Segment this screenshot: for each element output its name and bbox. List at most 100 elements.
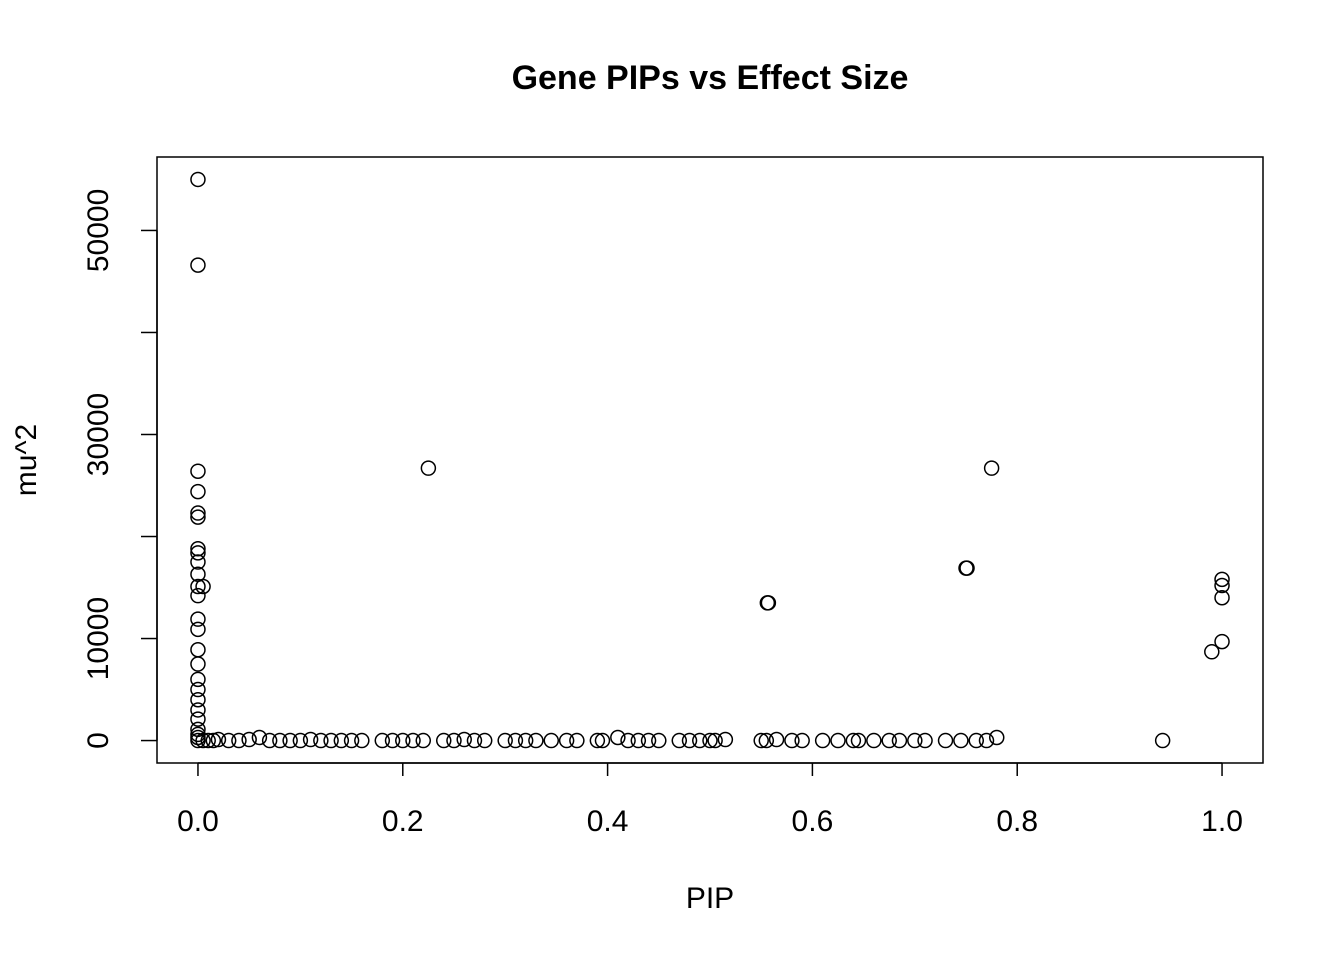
point bbox=[190, 656, 206, 672]
point bbox=[190, 691, 206, 708]
point bbox=[1214, 633, 1230, 650]
point bbox=[850, 732, 867, 749]
point bbox=[768, 731, 785, 748]
point bbox=[968, 732, 985, 749]
point bbox=[456, 731, 472, 748]
point bbox=[983, 460, 1000, 476]
point bbox=[220, 732, 237, 749]
point bbox=[282, 732, 298, 749]
point bbox=[507, 732, 524, 749]
point bbox=[195, 578, 211, 595]
point bbox=[195, 732, 211, 749]
point bbox=[476, 732, 493, 749]
point bbox=[384, 732, 401, 749]
point bbox=[907, 732, 923, 749]
point bbox=[190, 642, 206, 658]
x-tick-label: 0.4 bbox=[587, 805, 629, 838]
point bbox=[978, 732, 995, 749]
point bbox=[190, 545, 206, 561]
x-tick-label: 0.2 bbox=[382, 805, 424, 838]
point bbox=[190, 171, 206, 188]
point bbox=[630, 732, 647, 749]
y-axis-label: mu^2 bbox=[10, 424, 43, 496]
point bbox=[190, 729, 206, 746]
point bbox=[594, 732, 611, 749]
x-tick-label: 1.0 bbox=[1201, 805, 1243, 838]
point bbox=[814, 732, 831, 749]
point bbox=[261, 732, 278, 749]
point bbox=[845, 732, 862, 749]
chart-title: Gene PIPs vs Effect Size bbox=[512, 59, 909, 97]
y-tick-label: 50000 bbox=[82, 189, 115, 272]
point bbox=[558, 732, 575, 749]
point bbox=[758, 732, 775, 749]
point bbox=[891, 732, 908, 749]
point bbox=[405, 732, 421, 749]
point bbox=[343, 732, 360, 749]
point bbox=[241, 731, 257, 748]
point bbox=[190, 505, 206, 521]
point bbox=[528, 732, 544, 749]
point bbox=[937, 732, 954, 749]
point bbox=[760, 595, 777, 611]
y-tick-label: 30000 bbox=[82, 393, 115, 476]
point bbox=[1214, 571, 1230, 588]
point bbox=[190, 732, 206, 749]
point bbox=[190, 463, 206, 479]
point bbox=[313, 732, 329, 749]
point bbox=[1154, 732, 1171, 749]
point bbox=[830, 732, 846, 749]
point bbox=[272, 732, 288, 749]
x-tick-label: 0.6 bbox=[792, 805, 834, 838]
point bbox=[589, 732, 606, 749]
point bbox=[794, 732, 810, 749]
point bbox=[190, 681, 206, 698]
point bbox=[543, 732, 560, 749]
x-tick-label: 0.0 bbox=[177, 805, 219, 838]
point bbox=[671, 732, 688, 749]
point bbox=[323, 732, 339, 749]
point bbox=[569, 732, 585, 749]
point bbox=[988, 729, 1005, 746]
point bbox=[395, 732, 411, 749]
x-tick-label: 0.8 bbox=[996, 805, 1038, 838]
point bbox=[190, 509, 206, 525]
point bbox=[190, 702, 206, 718]
point bbox=[333, 732, 350, 749]
point bbox=[251, 729, 268, 746]
point bbox=[640, 732, 657, 749]
point bbox=[517, 732, 534, 749]
point bbox=[1204, 644, 1220, 660]
point bbox=[210, 731, 227, 748]
point bbox=[374, 732, 391, 749]
point bbox=[190, 621, 206, 638]
point bbox=[784, 732, 800, 749]
point bbox=[190, 554, 206, 570]
point bbox=[692, 732, 708, 749]
point bbox=[302, 731, 319, 748]
point bbox=[231, 732, 247, 749]
point bbox=[959, 560, 975, 576]
y-tick-label: 0 bbox=[82, 732, 115, 749]
x-axis-label: PIP bbox=[686, 882, 734, 915]
point bbox=[190, 711, 206, 727]
point bbox=[497, 732, 513, 749]
point bbox=[1214, 589, 1230, 606]
point bbox=[917, 732, 933, 749]
point bbox=[681, 732, 698, 749]
point bbox=[610, 729, 626, 746]
point bbox=[205, 732, 222, 749]
y-tick-label: 10000 bbox=[82, 597, 115, 680]
point bbox=[702, 732, 718, 749]
point bbox=[190, 257, 206, 273]
point bbox=[753, 732, 769, 749]
point bbox=[881, 732, 897, 749]
point bbox=[190, 671, 206, 688]
point bbox=[620, 732, 636, 749]
point bbox=[866, 732, 882, 749]
point bbox=[354, 732, 370, 749]
point bbox=[292, 732, 309, 749]
point bbox=[420, 460, 437, 476]
point bbox=[717, 731, 734, 748]
